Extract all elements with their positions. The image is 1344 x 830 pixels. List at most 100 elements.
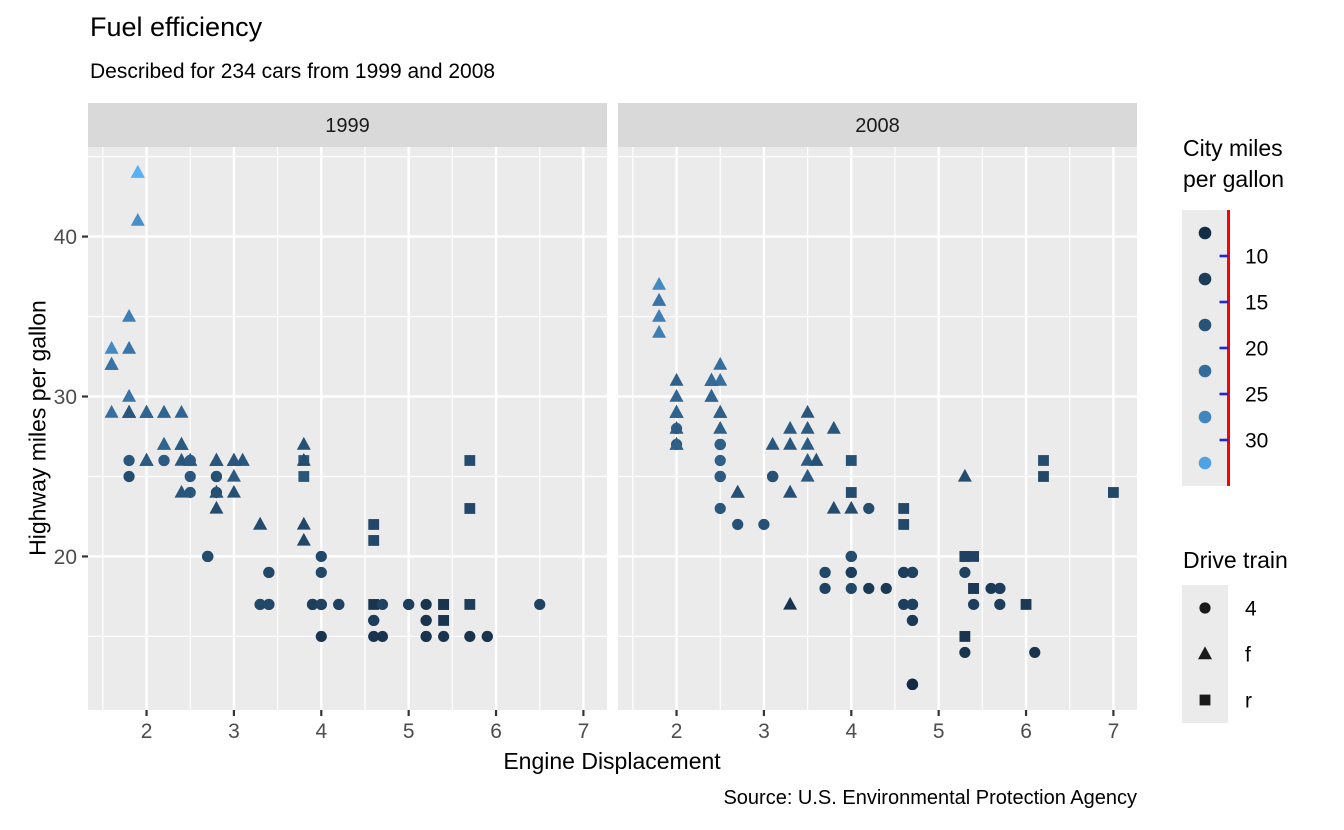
data-point	[130, 164, 145, 178]
data-point	[296, 436, 311, 450]
x-axis-tick-label: 4	[315, 720, 327, 743]
data-point	[826, 500, 841, 514]
data-point	[669, 420, 684, 434]
data-point	[714, 438, 726, 451]
data-point	[368, 535, 380, 546]
data-point	[669, 436, 684, 450]
color-legend-swatch	[1198, 272, 1212, 286]
data-point	[158, 454, 170, 467]
data-point	[534, 598, 546, 611]
data-point	[968, 583, 980, 594]
data-point	[669, 388, 684, 402]
shape-legend-key-triangle	[1198, 646, 1212, 660]
data-point	[714, 502, 726, 515]
data-point	[783, 596, 798, 610]
panel-background	[88, 147, 607, 710]
data-point	[209, 484, 224, 498]
data-point	[296, 532, 311, 546]
data-point	[368, 614, 380, 627]
data-point	[368, 599, 380, 610]
data-point	[906, 598, 919, 611]
data-point	[844, 500, 859, 514]
data-point	[906, 566, 919, 579]
data-point	[669, 372, 684, 386]
data-point	[714, 470, 726, 483]
data-point	[959, 566, 971, 579]
data-point	[420, 598, 432, 611]
data-point	[333, 598, 345, 611]
data-point	[800, 404, 815, 418]
data-point	[368, 630, 380, 643]
data-point	[758, 518, 770, 531]
x-axis-title: Engine Displacement	[503, 748, 721, 774]
data-point	[420, 614, 432, 627]
data-point	[906, 678, 919, 691]
data-point	[157, 436, 172, 450]
shape-legend-label: r	[1245, 689, 1252, 712]
x-axis-tick-label: 7	[1108, 720, 1120, 743]
data-point	[368, 519, 380, 530]
data-point	[652, 324, 667, 338]
data-point	[994, 598, 1006, 611]
data-point	[652, 276, 667, 290]
color-legend-title: City miles per gallon	[1183, 135, 1285, 192]
y-axis-tick-label: 30	[54, 386, 77, 409]
data-point	[819, 566, 831, 579]
color-legend-swatch	[1198, 364, 1212, 378]
data-point	[464, 455, 476, 466]
data-point	[104, 404, 119, 418]
data-point	[226, 484, 241, 498]
x-axis-tick-label: 6	[490, 720, 502, 743]
data-point	[438, 615, 450, 626]
data-point	[898, 566, 910, 579]
data-point	[306, 598, 319, 611]
data-point	[845, 455, 857, 466]
x-axis-tick-label: 3	[228, 720, 240, 743]
data-point	[783, 420, 798, 434]
data-point	[184, 470, 196, 483]
data-point	[704, 388, 719, 402]
data-point	[826, 420, 841, 434]
shape-legend-key-square	[1199, 694, 1211, 706]
data-point	[959, 631, 971, 642]
data-point	[202, 550, 214, 563]
x-axis-tick-label: 2	[141, 720, 153, 743]
data-point	[315, 598, 327, 611]
data-point	[1029, 646, 1041, 659]
data-point	[184, 454, 196, 467]
data-point	[157, 404, 172, 418]
color-legend-label: 20	[1245, 337, 1268, 360]
shape-legend-key-circle	[1199, 602, 1211, 614]
panel-background	[618, 147, 1137, 710]
x-axis-tick-label: 5	[933, 720, 945, 743]
data-point	[845, 550, 857, 563]
data-point	[184, 486, 196, 499]
data-point	[122, 388, 137, 402]
data-point	[845, 487, 857, 498]
data-point	[863, 582, 875, 595]
data-point	[652, 308, 667, 322]
data-point	[1108, 487, 1119, 498]
facet-strip-label: 2008	[855, 115, 900, 137]
data-point	[959, 551, 971, 562]
data-point	[139, 404, 154, 418]
data-point	[420, 630, 432, 643]
data-point	[783, 484, 798, 498]
data-point	[730, 484, 745, 498]
data-point	[104, 340, 119, 354]
data-point	[464, 599, 476, 610]
data-point	[845, 566, 857, 579]
data-point	[800, 420, 815, 434]
shape-legend-title: Drive train	[1183, 547, 1288, 573]
data-point	[226, 452, 241, 466]
data-point	[130, 212, 145, 226]
data-point	[880, 582, 892, 595]
data-point	[315, 630, 327, 643]
color-legend-label: 15	[1245, 291, 1268, 314]
data-point	[298, 471, 310, 482]
color-legend-label: 30	[1245, 429, 1268, 452]
x-axis-tick-label: 5	[403, 720, 415, 743]
data-point	[765, 436, 780, 450]
